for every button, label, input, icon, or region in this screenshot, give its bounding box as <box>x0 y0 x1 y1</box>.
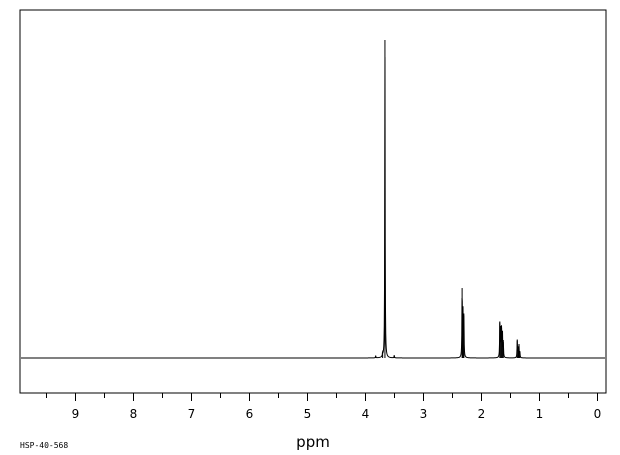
x-tick-label: 1 <box>536 407 544 421</box>
x-tick-label: 4 <box>362 407 370 421</box>
plot-frame <box>19 9 607 394</box>
x-axis-title: ppm <box>296 433 330 451</box>
x-axis-tick-labels: 9 8 7 6 5 4 3 2 1 0 <box>72 407 602 421</box>
x-tick-label: 7 <box>188 407 196 421</box>
x-tick-label: 5 <box>304 407 312 421</box>
x-tick-label: 6 <box>246 407 254 421</box>
spectrum-line <box>21 57 605 359</box>
x-tick-label: 0 <box>594 407 602 421</box>
x-tick-label: 9 <box>72 407 80 421</box>
spectrum-trace <box>21 40 605 359</box>
x-tick-label: 2 <box>478 407 486 421</box>
x-axis-ticks <box>46 393 598 401</box>
sample-id-label: HSP-40-568 <box>20 441 68 450</box>
x-tick-label: 3 <box>420 407 428 421</box>
x-tick-label: 8 <box>130 407 138 421</box>
